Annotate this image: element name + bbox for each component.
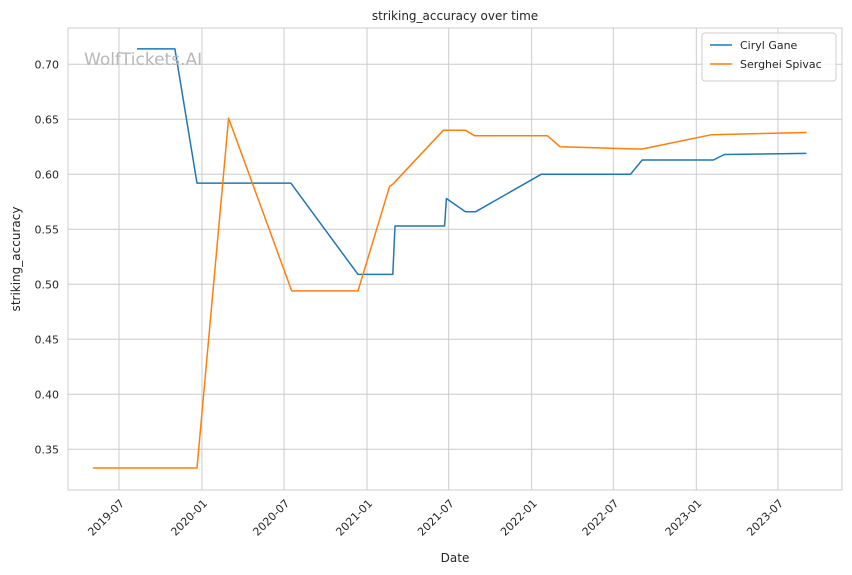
x-axis-title: Date [441, 551, 470, 565]
y-tick-label: 0.40 [35, 388, 60, 401]
y-tick-label: 0.65 [35, 113, 60, 126]
y-tick-label: 0.70 [35, 58, 60, 71]
grid-lines [68, 28, 842, 490]
legend: Ciryl Gane Serghei Spivac [701, 32, 837, 82]
x-tick-label: 2021-07 [415, 497, 457, 539]
series-line-serghei-spivac [92, 117, 807, 469]
watermark: WolfTickets.AI [84, 50, 202, 70]
y-tick-label: 0.35 [35, 443, 60, 456]
x-tick-label: 2023-01 [663, 497, 705, 539]
y-tick-label: 0.60 [35, 168, 60, 181]
legend-label-ciryl-gane: Ciryl Gane [740, 39, 798, 52]
tick-labels: 0.35 0.40 0.45 0.50 0.55 0.60 0.65 0.70 2019-07 2… [35, 58, 787, 538]
legend-box [701, 32, 837, 82]
plot-frame [67, 27, 843, 491]
x-tick-label: 2022-07 [580, 497, 622, 539]
y-axis-title: striking_accuracy [9, 207, 23, 312]
y-tick-label: 0.55 [35, 223, 60, 236]
series-lines [92, 48, 807, 469]
x-tick-label: 2022-01 [498, 497, 540, 539]
legend-items: Ciryl Gane Serghei Spivac [710, 39, 822, 71]
y-tick-label: 0.45 [35, 333, 60, 346]
chart-title: striking_accuracy over time [372, 9, 538, 23]
x-tick-label: 2020-01 [168, 497, 210, 539]
x-tick-label: 2023-07 [744, 497, 786, 539]
legend-label-serghei-spivac: Serghei Spivac [740, 58, 822, 71]
x-tick-label: 2020-07 [250, 497, 292, 539]
x-tick-label: 2019-07 [85, 497, 127, 539]
x-tick-label: 2021-01 [333, 497, 375, 539]
y-tick-label: 0.50 [35, 278, 60, 291]
series-line-ciryl-gane [137, 48, 807, 276]
